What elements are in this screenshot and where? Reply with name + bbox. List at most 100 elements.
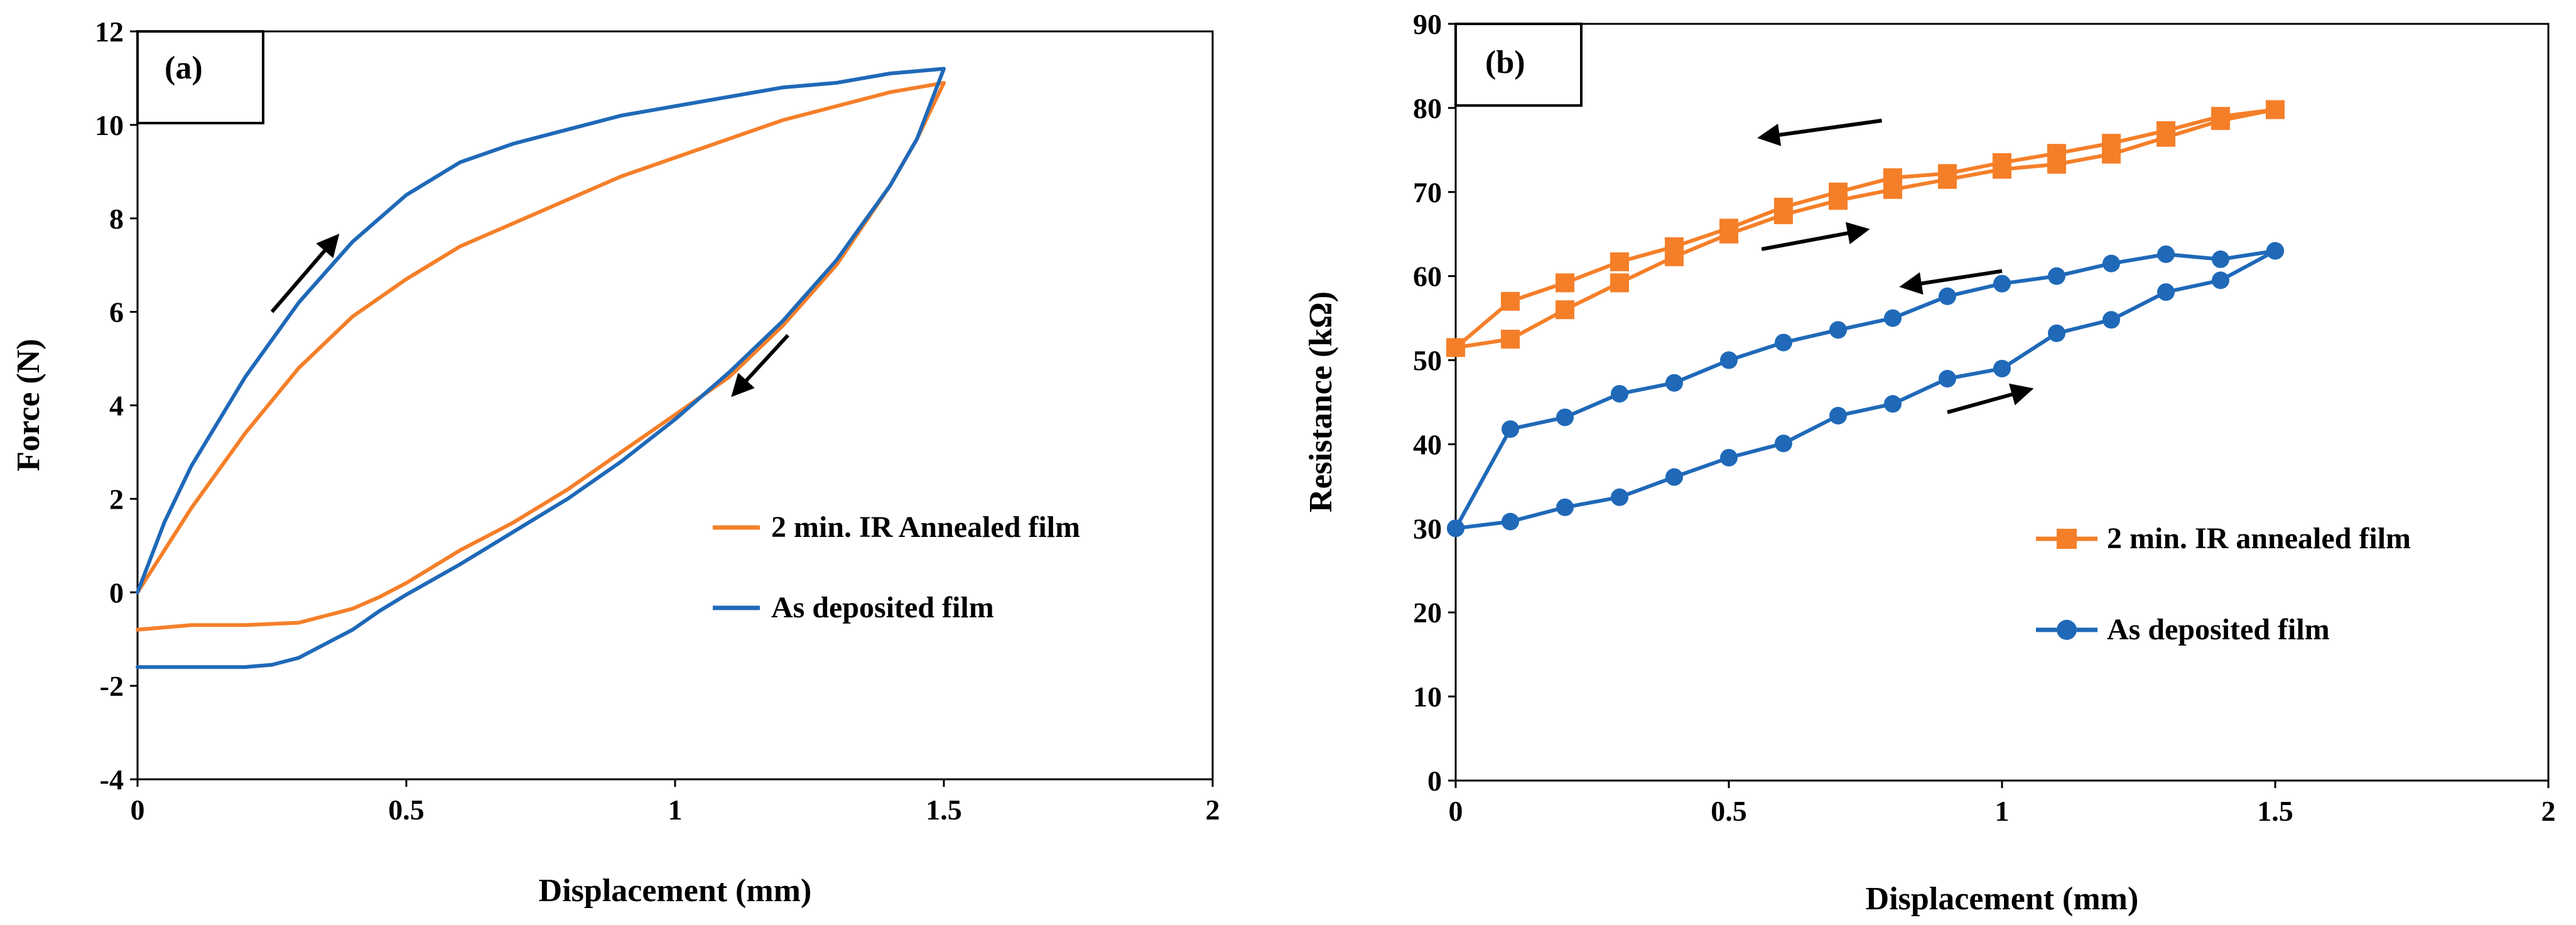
chart-b-series-1-point bbox=[1829, 321, 1847, 339]
chart-b-ytick-label: 50 bbox=[1413, 345, 1442, 377]
chart-b-legend-marker-0 bbox=[2057, 529, 2077, 549]
chart-b-series-1-point bbox=[1829, 406, 1847, 425]
chart-b-series-0-point bbox=[1665, 237, 1684, 256]
chart-b-series-1-point bbox=[1993, 359, 2011, 377]
chart-b-ytick-label: 60 bbox=[1413, 261, 1442, 293]
chart-a-direction-arrow bbox=[731, 333, 789, 398]
chart-b-series-1-point bbox=[2102, 254, 2120, 273]
chart-b-series-0-unloading-line bbox=[1454, 107, 2277, 350]
chart-a-xtick-label: 2 bbox=[1206, 794, 1220, 826]
chart-b-series-1-point bbox=[1447, 519, 1464, 538]
chart-b-series-1-point bbox=[1611, 385, 1628, 403]
chart-b-ytick-label: 20 bbox=[1413, 597, 1442, 629]
chart-b-series-0-point bbox=[1610, 252, 1629, 271]
chart-a-legend-label-0: 2 min. IR Annealed film bbox=[771, 511, 1080, 544]
chart-a-xlabel: Displacement (mm) bbox=[539, 873, 812, 909]
chart-b-series-1-point bbox=[2212, 271, 2229, 289]
chart-b-series-1-point bbox=[1502, 420, 1519, 438]
chart-a-ytick-label: 8 bbox=[109, 203, 124, 235]
chart-b-series-1-point bbox=[1775, 435, 1792, 453]
chart-b-series-1-point bbox=[2157, 283, 2175, 301]
chart-a-plot-area bbox=[136, 30, 1214, 781]
chart-b-xtick-label: 1.5 bbox=[2257, 795, 2293, 827]
chart-b-legend-marker-1 bbox=[2057, 620, 2077, 640]
chart-b-legend: 2 min. IR annealed film As deposited fil… bbox=[2036, 522, 2411, 646]
chart-b-xtick-label: 0 bbox=[1449, 795, 1463, 827]
chart-b-series-1-point bbox=[1665, 374, 1683, 392]
chart-b-direction-arrow bbox=[1947, 383, 2034, 414]
chart-b-ytick-label: 10 bbox=[1413, 681, 1442, 713]
chart-b-series-0-point bbox=[2157, 121, 2175, 141]
chart-a-direction-arrow bbox=[270, 234, 340, 313]
chart-b-series-1-point bbox=[1665, 468, 1683, 486]
chart-a-ytick-label: -2 bbox=[100, 670, 124, 702]
chart-b-ytick-label: 90 bbox=[1413, 8, 1442, 40]
chart-b-legend-label-0: 2 min. IR annealed film bbox=[2107, 522, 2411, 555]
chart-a-annotations bbox=[270, 234, 789, 398]
chart-a: -4 -2 0 2 4 6 8 10 12 0 0.5 1 1.5 2 Force (N) Displac… bbox=[11, 16, 1220, 909]
chart-b-series-0-point bbox=[1774, 197, 1793, 217]
chart-a-ytick-label: 10 bbox=[95, 109, 124, 141]
chart-b-xtick-label: 1 bbox=[1995, 795, 2010, 827]
chart-a-xtick-label: 0.5 bbox=[388, 794, 425, 826]
chart-b-axes: 0 10 20 30 40 50 60 70 80 90 0 0.5 1 1.5 2 bbox=[1413, 8, 2556, 827]
chart-b-series-1-point bbox=[1720, 351, 1738, 369]
chart-b-series-1-unloading-line bbox=[1454, 249, 2277, 531]
chart-b-series-1-point bbox=[1939, 370, 1956, 388]
chart-a-ytick-label: 0 bbox=[109, 576, 124, 609]
chart-b-legend-label-1: As deposited film bbox=[2107, 613, 2330, 646]
chart-b-series-1-point bbox=[2102, 311, 2120, 329]
chart-a-ytick-label: -4 bbox=[100, 764, 124, 796]
chart-b-series-0-point bbox=[1719, 219, 1738, 238]
chart-a-xtick-label: 1.5 bbox=[926, 794, 962, 826]
chart-b-direction-arrow bbox=[1761, 222, 1870, 251]
chart-b-direction-arrow bbox=[1757, 119, 1883, 146]
chart-a-legend-label-1: As deposited film bbox=[771, 591, 994, 624]
chart-a-xtick-label: 0 bbox=[131, 794, 145, 826]
chart-b-series-0-point bbox=[1446, 338, 1465, 357]
chart-b-series-1-point bbox=[1939, 287, 1956, 305]
chart-b-series-1-point bbox=[1993, 274, 2011, 293]
chart-b-ytick-label: 40 bbox=[1413, 428, 1442, 460]
chart-b-series-0-point bbox=[1501, 330, 1520, 349]
chart-b-series-1-point bbox=[1720, 448, 1738, 467]
chart-b-series-0-point bbox=[1993, 153, 2011, 172]
chart-a-xtick-label: 1 bbox=[668, 794, 683, 826]
chart-b-series-0-point bbox=[2266, 100, 2285, 119]
chart-b-series-1-point bbox=[1502, 512, 1519, 531]
chart-b-xlabel: Displacement (mm) bbox=[1866, 881, 2139, 917]
chart-b: 0 10 20 30 40 50 60 70 80 90 0 0.5 1 1.5 2 Resistance … bbox=[1303, 8, 2556, 917]
chart-b-ytick-label: 0 bbox=[1427, 765, 1442, 797]
chart-b-series-0-point bbox=[2047, 144, 2066, 163]
chart-b-series bbox=[1446, 100, 2285, 538]
chart-b-series-1-loading-line bbox=[1454, 249, 2277, 531]
chart-b-series-1-point bbox=[1556, 408, 1574, 426]
chart-b-series-0-point bbox=[1610, 273, 1629, 293]
chart-b-panel-label-box bbox=[1454, 23, 1583, 107]
chart-b-series-1-point bbox=[1556, 498, 1574, 516]
chart-b-series-0-point bbox=[1556, 273, 1574, 293]
chart-b-ytick-label: 70 bbox=[1413, 176, 1442, 208]
chart-b-series-1-point bbox=[1884, 395, 1902, 413]
chart-a-panel-label-box bbox=[136, 30, 264, 124]
chart-b-series-0-point bbox=[2211, 107, 2230, 126]
chart-b-series-1-point bbox=[2212, 250, 2229, 268]
chart-b-series-0-point bbox=[1501, 291, 1520, 311]
chart-a-ytick-label: 2 bbox=[109, 483, 124, 515]
chart-b-xtick-label: 0.5 bbox=[1711, 795, 1747, 827]
chart-b-panel-label: (b) bbox=[1485, 45, 1525, 80]
chart-a-axes: -4 -2 0 2 4 6 8 10 12 0 0.5 1 1.5 2 bbox=[95, 16, 1220, 826]
chart-b-ytick-label: 80 bbox=[1413, 92, 1442, 124]
chart-a-series-1-unloading-line bbox=[136, 67, 946, 669]
chart-b-series-1-point bbox=[2048, 267, 2065, 285]
chart-a-series-0-unloading-line bbox=[136, 80, 946, 632]
chart-b-ylabel: Resistance (kΩ) bbox=[1303, 291, 1339, 512]
chart-b-series-0-point bbox=[1883, 168, 1902, 188]
chart-a-legend: 2 min. IR Annealed film As deposited fil… bbox=[713, 511, 1080, 624]
chart-b-series-1-point bbox=[2266, 242, 2284, 260]
chart-b-ytick-label: 30 bbox=[1413, 512, 1442, 544]
chart-b-series-0-point bbox=[1556, 300, 1574, 320]
chart-b-series-1-point bbox=[1775, 333, 1792, 352]
chart-a-panel-label: (a) bbox=[165, 50, 203, 86]
